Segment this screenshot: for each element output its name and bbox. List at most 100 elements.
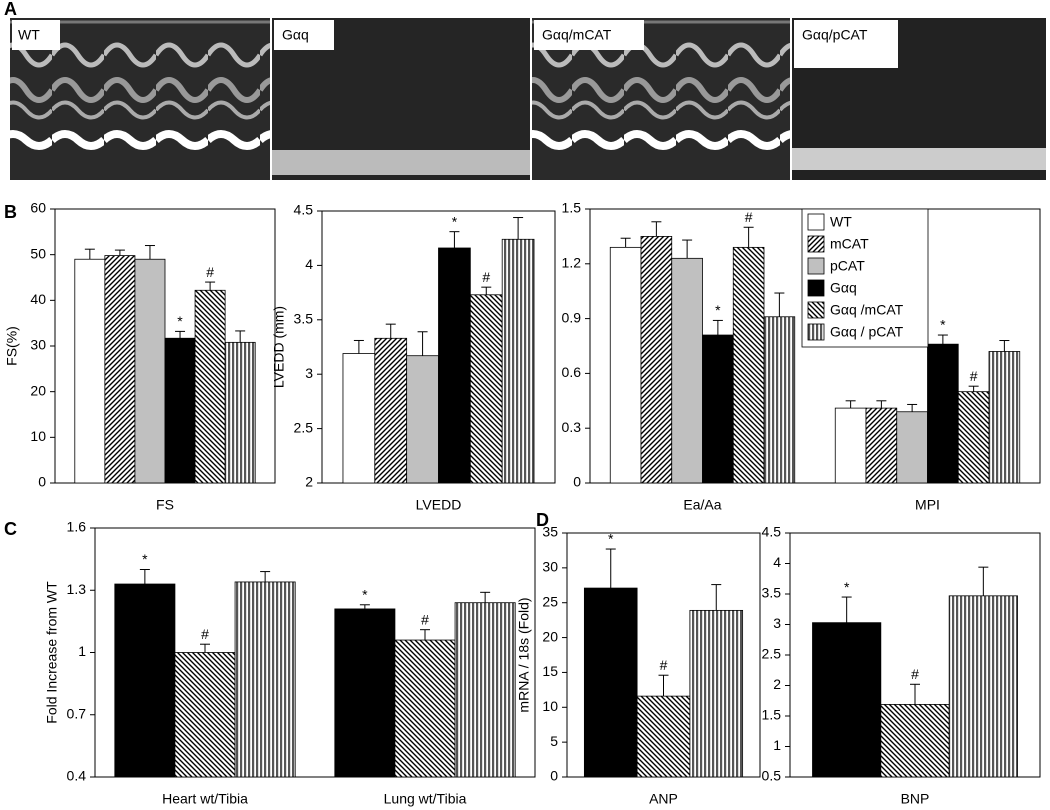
- error-bar: [385, 323, 396, 339]
- bar: [583, 587, 638, 778]
- bar: [880, 704, 950, 778]
- echo-image: [272, 150, 530, 175]
- panel-label: C: [4, 519, 17, 539]
- significance-mark: *: [142, 551, 148, 567]
- y-tick-label: 0: [550, 768, 558, 784]
- legend-label: mCAT: [830, 236, 869, 252]
- bar: [689, 609, 744, 778]
- significance-mark: #: [745, 209, 753, 225]
- legend-label: Gαq / pCAT: [830, 324, 904, 340]
- y-tick-label: 3: [305, 365, 313, 381]
- y-tick-label: 4: [773, 554, 781, 570]
- error-bar: [420, 629, 430, 641]
- bar: [134, 258, 166, 484]
- y-tick-label: 1.6: [67, 519, 87, 535]
- y-tick-label: 10: [542, 698, 558, 714]
- bar: [454, 602, 516, 778]
- bar: [896, 411, 928, 484]
- significance-mark: *: [452, 213, 458, 229]
- significance-mark: *: [608, 531, 614, 547]
- echo-label-box: [274, 20, 334, 50]
- y-tick-label: 30: [542, 559, 558, 575]
- x-tick-label: LVEDD: [416, 497, 462, 513]
- error-bar: [999, 340, 1010, 352]
- error-bar: [774, 292, 785, 317]
- bar: [104, 255, 136, 484]
- error-bar: [235, 330, 246, 343]
- echo-label: Gαq/mCAT: [542, 27, 612, 43]
- x-tick-label: MPI: [915, 497, 940, 513]
- error-bar: [205, 281, 216, 291]
- error-bar: [841, 596, 852, 623]
- y-tick-label: 0.3: [562, 419, 582, 435]
- y-tick-label: 5: [550, 733, 558, 749]
- significance-mark: *: [177, 313, 183, 329]
- error-bar: [260, 571, 271, 582]
- y-axis-label: LVEDD (mm): [271, 306, 287, 388]
- y-tick-label: 30: [30, 337, 46, 353]
- x-tick-label: Lung wt/Tibia: [384, 791, 467, 807]
- legend-swatch: [807, 257, 825, 275]
- error-bar: [513, 217, 524, 240]
- bar: [406, 355, 439, 484]
- y-tick-label: 4.5: [294, 202, 314, 218]
- bar: [164, 337, 196, 484]
- error-bar: [144, 245, 155, 260]
- y-axis-label: FS(%): [4, 326, 20, 366]
- bar: [927, 343, 959, 484]
- bar: [702, 334, 734, 484]
- significance-mark: #: [201, 626, 209, 642]
- x-tick-label: BNP: [901, 791, 930, 807]
- y-tick-label: 0: [38, 474, 46, 490]
- y-tick-label: 40: [30, 291, 46, 307]
- error-bar: [175, 330, 186, 339]
- legend-swatch: [807, 323, 825, 341]
- error-bar: [907, 403, 918, 412]
- bar: [174, 652, 236, 778]
- error-bar: [712, 319, 723, 336]
- echo-image: [792, 148, 1046, 170]
- bar: [194, 289, 226, 484]
- error-bar: [449, 231, 460, 248]
- bar: [671, 257, 703, 484]
- panel-label: A: [4, 0, 17, 19]
- bar: [732, 246, 765, 484]
- y-tick-label: 50: [30, 245, 46, 261]
- bar: [394, 639, 456, 778]
- echo-label: WT: [18, 27, 40, 43]
- error-bar: [114, 249, 125, 256]
- y-tick-label: 1: [773, 737, 781, 753]
- bar: [948, 595, 1018, 778]
- bar: [636, 695, 691, 778]
- error-bar: [481, 286, 492, 295]
- y-tick-label: 4.5: [762, 524, 782, 540]
- y-axis-label: mRNA / 18s (Fold): [516, 597, 532, 712]
- bar: [469, 294, 503, 484]
- x-tick-label: Ea/Aa: [683, 497, 721, 513]
- y-tick-label: 0.6: [562, 364, 582, 380]
- y-tick-label: 2.5: [294, 419, 314, 435]
- bar: [234, 581, 296, 778]
- x-tick-label: Heart wt/Tibia: [162, 791, 248, 807]
- error-bar: [651, 221, 662, 237]
- bar: [334, 608, 396, 778]
- legend-swatch: [807, 301, 825, 319]
- y-tick-label: 2: [773, 676, 781, 692]
- error-bar: [139, 569, 150, 585]
- y-tick-label: 2: [305, 474, 313, 490]
- x-tick-label: ANP: [649, 791, 678, 807]
- panel-label: D: [536, 510, 549, 530]
- significance-mark: *: [362, 586, 368, 602]
- significance-mark: #: [970, 368, 978, 384]
- echo-images: WT Gαq Gαq/mCAT Gαq/pCAT: [10, 18, 1046, 180]
- error-bar: [620, 237, 631, 248]
- y-tick-label: 1.5: [762, 707, 782, 723]
- y-tick-label: 1.2: [562, 255, 582, 271]
- y-tick-label: 15: [542, 663, 558, 679]
- error-bar: [353, 339, 364, 354]
- bar: [988, 351, 1021, 484]
- echo-label-box: [794, 20, 898, 68]
- y-tick-label: 20: [542, 628, 558, 644]
- error-bar: [978, 566, 989, 596]
- bar: [834, 407, 867, 484]
